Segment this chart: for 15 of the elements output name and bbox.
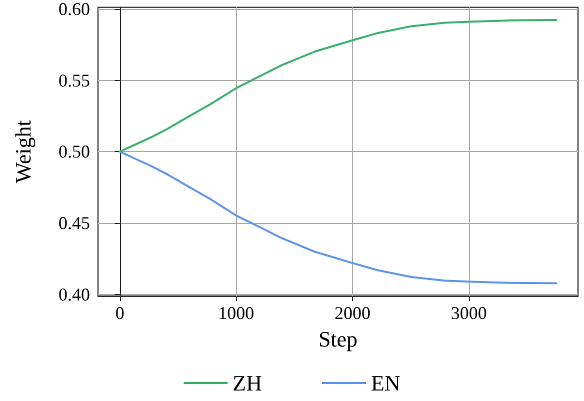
y-tick-label: 0.55 <box>58 70 90 90</box>
y-axis-title: Weight <box>10 120 36 184</box>
line-series <box>118 18 558 153</box>
x-tick-label: 1000 <box>218 303 254 323</box>
y-tick-label: 0.60 <box>58 0 90 19</box>
legend-label: EN <box>371 370 400 396</box>
legend-label: ZH <box>232 370 262 396</box>
y-tick-label: 0.40 <box>58 284 90 304</box>
x-tick-label: 2000 <box>334 303 371 323</box>
x-axis-title: Step <box>318 326 358 352</box>
x-tick-label: 0 <box>115 303 124 323</box>
y-tick-label: 0.45 <box>58 212 90 233</box>
line-series <box>118 150 558 284</box>
x-tick-label: 3000 <box>450 303 487 323</box>
y-tick-label: 0.50 <box>58 142 90 162</box>
